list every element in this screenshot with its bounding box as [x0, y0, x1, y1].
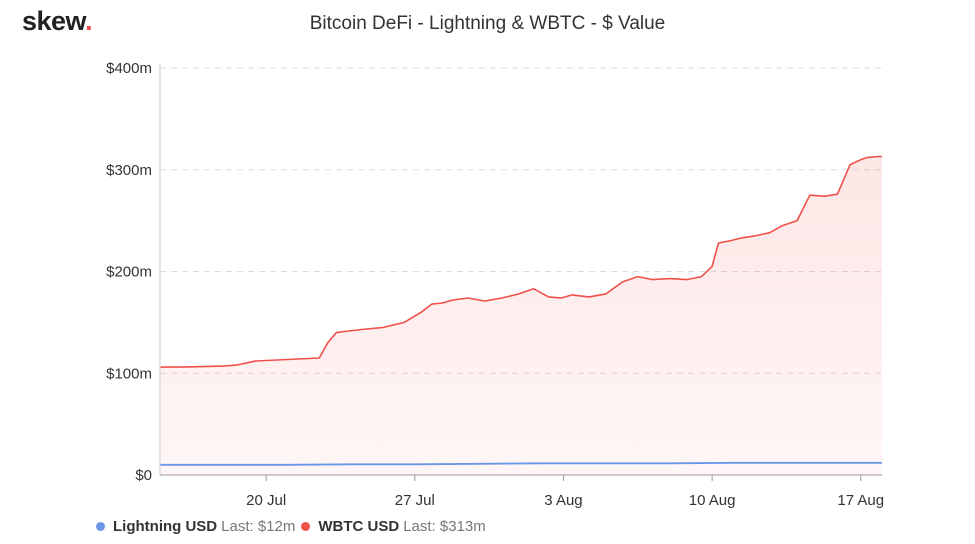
skew-logo: skew. [22, 6, 93, 36]
wbtc-area [160, 156, 882, 475]
chart-area: $0 $100m $200m $300m $400m 20 Jul 27 Jul 3 Aug 1… [106, 60, 884, 509]
y-tick-label: $0 [135, 467, 152, 484]
x-tick-label: 17 Aug [837, 492, 884, 509]
axes: $0 $100m $200m $300m $400m 20 Jul 27 Jul 3 Aug 1… [106, 60, 884, 509]
x-tick-label: 27 Jul [395, 492, 435, 509]
x-tick-label: 10 Aug [689, 492, 736, 509]
y-tick-label: $300m [106, 162, 152, 179]
lightning-series-line [160, 461, 882, 466]
legend: Lightning USD Last: $12m WBTC USD Last: … [96, 518, 492, 535]
wbtc-series-line [160, 155, 882, 368]
legend-last-wbtc: Last: $313m [403, 518, 486, 535]
y-tick-label: $200m [106, 264, 152, 281]
y-tick-label: $400m [106, 60, 152, 77]
chart-title: Bitcoin DeFi - Lightning & WBTC - $ Valu… [309, 13, 666, 34]
series-layer [160, 155, 882, 475]
legend-last-lightning: Last: $12m [221, 518, 296, 535]
legend-item-wbtc[interactable]: WBTC USD Last: $313m [301, 518, 486, 535]
legend-marker-wbtc [301, 522, 311, 531]
legend-label-wbtc: WBTC USD [318, 518, 400, 535]
legend-item-lightning[interactable]: Lightning USD Last: $12m [96, 518, 295, 535]
legend-label-lightning: Lightning USD [113, 518, 218, 535]
y-tick-label: $100m [106, 365, 152, 382]
legend-marker-lightning [96, 522, 105, 531]
x-tick-label: 20 Jul [246, 492, 286, 509]
x-tick-label: 3 Aug [544, 492, 582, 509]
